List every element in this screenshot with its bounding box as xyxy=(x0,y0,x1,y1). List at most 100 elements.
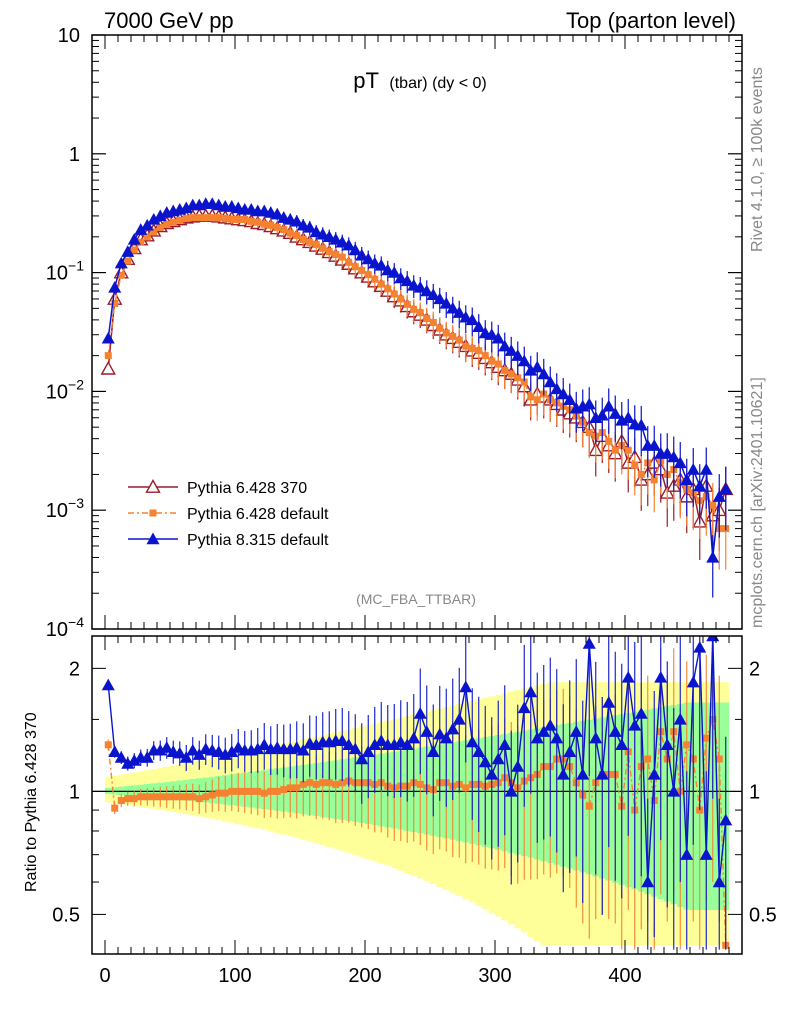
data-point xyxy=(111,299,119,307)
data-point xyxy=(247,217,255,225)
ratio-point xyxy=(667,784,681,797)
ratio-point xyxy=(225,745,239,757)
ratio-point xyxy=(543,718,557,731)
ratio-point xyxy=(104,741,112,749)
ratio-point xyxy=(374,734,388,746)
data-point xyxy=(260,220,268,228)
ratio-point xyxy=(130,795,138,803)
data-point xyxy=(520,378,528,386)
data-point xyxy=(452,306,466,318)
y-tick-label: 10−2 xyxy=(46,376,84,403)
ratio-point xyxy=(654,670,668,683)
data-point xyxy=(608,407,622,419)
data-point xyxy=(130,246,138,254)
data-point xyxy=(416,309,424,317)
ratio-point xyxy=(260,789,268,797)
legend-label: Pythia 6.428 370 xyxy=(187,480,307,497)
data-point xyxy=(693,479,707,492)
ratio-point xyxy=(208,791,216,799)
data-point xyxy=(153,209,167,222)
data-point xyxy=(163,220,171,228)
data-point xyxy=(709,501,717,509)
data-point xyxy=(377,280,385,288)
data-point xyxy=(400,274,414,287)
data-point xyxy=(312,241,320,249)
data-point xyxy=(449,332,457,340)
data-point xyxy=(169,218,177,226)
ratio-point xyxy=(602,696,616,708)
ratio-point xyxy=(530,731,544,744)
ratio-point xyxy=(319,779,327,787)
data-point xyxy=(507,370,515,378)
ratio-point xyxy=(163,793,171,801)
ratio-point xyxy=(114,751,128,763)
ratio-point xyxy=(582,637,596,649)
data-point xyxy=(439,296,453,309)
ratio-point xyxy=(693,640,707,653)
ratio-point xyxy=(433,727,447,740)
ratio-point xyxy=(335,734,349,746)
ratio-point xyxy=(296,743,310,756)
ratio-point xyxy=(462,784,470,792)
data-point xyxy=(358,267,366,275)
data-point xyxy=(338,253,346,261)
data-point xyxy=(667,450,681,463)
data-point xyxy=(429,319,437,327)
data-point xyxy=(504,344,518,356)
header-left-label: 7000 GeV pp xyxy=(104,8,234,33)
ratio-point xyxy=(338,779,346,787)
data-point xyxy=(348,243,362,256)
ratio-point xyxy=(137,793,145,801)
ratio-point xyxy=(247,787,255,795)
data-point xyxy=(374,258,388,271)
legend-label: Pythia 6.428 default xyxy=(187,506,329,523)
ratio-point xyxy=(413,707,427,719)
data-point xyxy=(673,456,687,469)
ratio-point xyxy=(273,787,281,795)
mcplots-source-label: mcplots.cern.ch [arXiv:2401.10621] xyxy=(749,377,766,628)
ratio-point xyxy=(576,767,590,780)
data-point xyxy=(101,331,115,344)
ratio-point xyxy=(117,796,125,804)
x-tick-label: 200 xyxy=(348,965,381,987)
data-point xyxy=(485,328,499,340)
x-tick-label: 300 xyxy=(478,965,511,987)
data-point xyxy=(413,280,427,293)
data-point xyxy=(582,397,596,410)
data-point xyxy=(176,216,184,224)
ratio-point xyxy=(498,738,512,751)
data-point xyxy=(150,228,158,236)
ratio-point xyxy=(465,735,479,748)
title-main: pT xyxy=(353,68,379,93)
ratio-point xyxy=(621,670,635,683)
ratio-point xyxy=(400,738,414,751)
ratio-point xyxy=(254,787,262,795)
ratio-point xyxy=(173,746,187,759)
ratio-point xyxy=(355,752,369,765)
ratio-y-tick-label-right: 1 xyxy=(749,781,760,803)
main-series xyxy=(100,197,734,598)
data-point xyxy=(650,476,658,484)
data-point xyxy=(228,215,236,223)
data-point xyxy=(325,248,333,256)
data-point xyxy=(100,360,116,375)
data-point xyxy=(605,437,613,445)
data-point xyxy=(104,352,112,360)
ratio-point xyxy=(439,731,453,744)
y-tick-label: 10−4 xyxy=(46,614,84,641)
ratio-y-tick-label-right: 2 xyxy=(749,658,760,680)
data-point xyxy=(537,367,551,380)
ratio-point xyxy=(702,734,710,742)
data-point xyxy=(680,473,694,486)
data-point xyxy=(488,357,496,365)
main-axes: 10 1 10−1 10−2 10−3 10−4 xyxy=(46,25,742,641)
ratio-point xyxy=(280,786,288,794)
ratio-point xyxy=(517,701,531,714)
data-point xyxy=(332,251,340,259)
data-point xyxy=(455,336,463,344)
ratio-point xyxy=(683,741,691,749)
legend: Pythia 6.428 370 Pythia 6.428 default Pyth… xyxy=(128,479,329,549)
data-point xyxy=(475,347,483,355)
ratio-point xyxy=(182,793,190,801)
ratio-point xyxy=(176,793,184,801)
